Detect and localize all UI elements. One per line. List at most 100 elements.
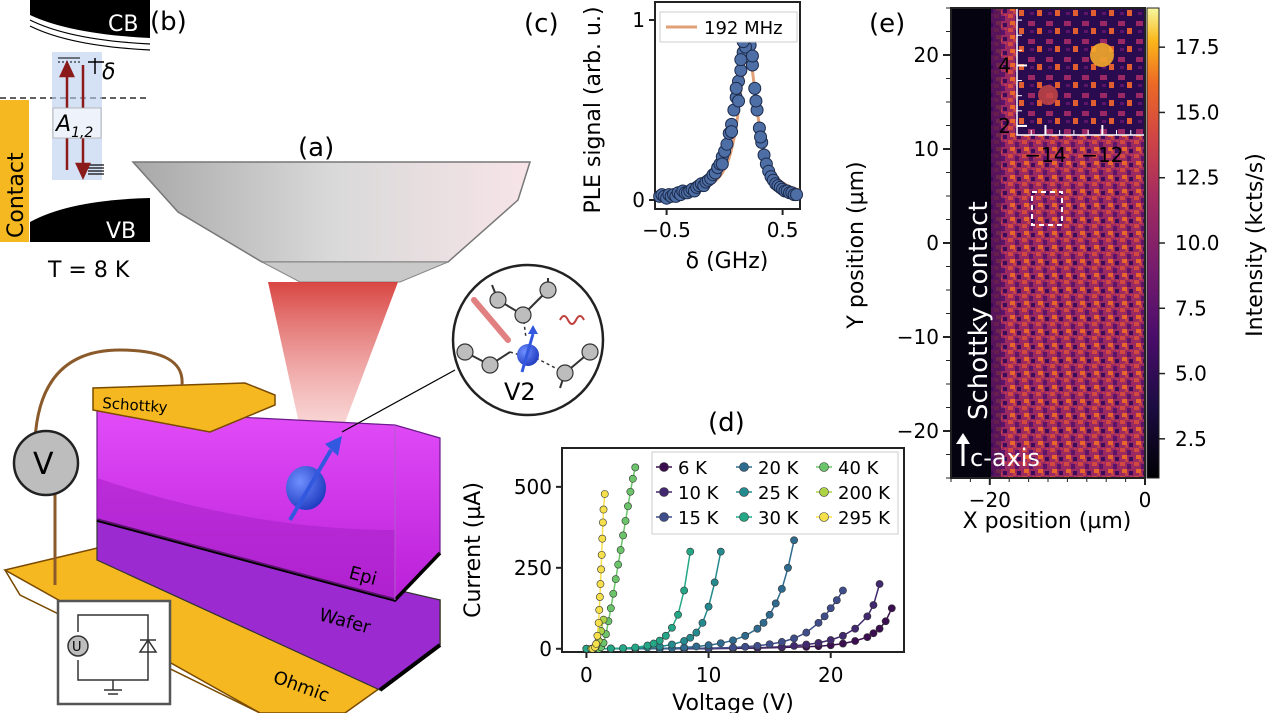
iv-data-point: [777, 638, 786, 646]
iv-data-point: [628, 474, 637, 483]
iv-legend-swatch: [659, 512, 669, 522]
iv-legend-label: 15 K: [678, 508, 720, 529]
iv-xtick-label: 20: [818, 663, 843, 687]
iv-data-point: [753, 641, 762, 650]
map-ytick-label: 10: [914, 137, 939, 161]
device-illustration: (a): [2, 133, 605, 713]
voltmeter-label: V: [33, 447, 54, 482]
iv-data-point: [686, 633, 695, 642]
ple-data-point: [720, 137, 734, 151]
map-inset: [1017, 8, 1145, 135]
iv-data-point: [839, 586, 847, 595]
iv-data-point: [881, 617, 890, 626]
panel-label-b: (b): [150, 7, 187, 37]
iv-ytick-label: 0: [539, 637, 552, 661]
ple-ylabel: PLE signal (arb. u.): [581, 6, 606, 213]
map-ytick-label: −10: [897, 325, 939, 349]
iv-data-point: [686, 547, 695, 556]
map-ytick-label: −20: [897, 419, 939, 443]
iv-series: [594, 463, 640, 653]
iv-data-point: [606, 644, 615, 653]
iv-data-point: [863, 633, 872, 642]
map-xlabel: X position (µm): [963, 509, 1132, 534]
iv-data-point: [614, 560, 623, 569]
ple-legend-label: 192 MHz: [704, 18, 783, 39]
iv-data-point: [729, 636, 737, 645]
iv-data-point: [710, 578, 719, 587]
panel-label-a: (a): [298, 133, 334, 163]
iv-data-point: [668, 640, 676, 649]
iv-data-point: [621, 516, 630, 525]
colorbar-label: Intensity (kcts/s): [1243, 153, 1268, 337]
iv-data-point: [655, 636, 664, 645]
iv-legend-swatch: [739, 462, 749, 472]
iv-data-point: [863, 612, 872, 621]
iv-xtick-label: 0: [580, 663, 593, 687]
iv-legend-label: 25 K: [758, 483, 800, 504]
iv-data-point: [814, 639, 823, 647]
iv-data-point: [616, 546, 625, 554]
c-axis-annotation: c-axis: [970, 444, 1040, 472]
iv-data-point: [875, 624, 884, 633]
iv-data-point: [790, 634, 798, 643]
iv-data-point: [661, 631, 670, 640]
iv-data-point: [851, 637, 860, 645]
iv-data-point: [771, 599, 780, 608]
iv-data-point: [777, 584, 786, 593]
iv-data-point: [594, 618, 603, 627]
map-xtick-label: 0: [1139, 488, 1152, 512]
colorbar-tick-label: 10.0: [1175, 231, 1220, 255]
contact-label: Contact: [4, 152, 29, 238]
ple-data-point: [715, 157, 729, 171]
iv-data-point: [680, 637, 689, 645]
cb-label: CB: [108, 12, 138, 37]
iv-data-point: [609, 589, 618, 598]
iv-series: [588, 490, 609, 653]
ple-data-point: [732, 94, 746, 108]
c-axis-arrow: [956, 433, 970, 466]
iv-data-point: [814, 618, 823, 627]
iv-data-point: [765, 610, 774, 619]
panel-label-d: (d): [708, 408, 745, 438]
colorbar-tick-label: 17.5: [1175, 35, 1220, 59]
vb-label: VB: [106, 219, 136, 244]
ple-data-point: [734, 63, 748, 77]
ple-ytick-label: 0: [632, 188, 645, 212]
laser-beam: [268, 282, 398, 428]
ple-xtick-label: −0.5: [642, 218, 691, 242]
colorbar-tick-label: 7.5: [1175, 296, 1207, 320]
iv-data-point: [599, 505, 608, 514]
iv-legend: [651, 451, 899, 535]
source-label: U: [72, 640, 82, 655]
colorbar-tick-label: 15.0: [1175, 100, 1220, 124]
iv-ytick-label: 500: [514, 475, 552, 499]
iv-data-point: [599, 518, 607, 527]
ple-xlabel: δ (GHz): [686, 249, 769, 274]
inset-ytick-label: 4: [998, 53, 1011, 77]
schottky-contact-annotation: Schottky contact: [964, 201, 994, 420]
iv-legend-label: 10 K: [678, 483, 720, 504]
valence-band: [30, 198, 150, 242]
iv-data-point: [753, 624, 762, 633]
iv-legend-swatch: [819, 487, 829, 497]
iv-data-point: [631, 463, 640, 472]
panel-label-e: (e): [869, 9, 905, 39]
iv-legend-label: 200 K: [838, 483, 891, 504]
inset-region-marker: [1031, 191, 1063, 226]
iv-data-point: [839, 631, 847, 640]
iv-data-point: [619, 644, 627, 653]
iv-data-point: [716, 547, 725, 556]
iv-data-point: [600, 490, 609, 498]
iv-legend-label: 30 K: [758, 508, 800, 529]
iv-data-point: [606, 604, 615, 613]
iv-data-point: [592, 640, 601, 648]
iv-legend-swatch: [819, 512, 829, 522]
map-xtick-label: −20: [969, 488, 1011, 512]
iv-data-point: [826, 636, 835, 644]
ple-ytick-label: 1: [632, 8, 645, 32]
iv-data-point: [765, 640, 774, 649]
iv-data-point: [741, 642, 750, 651]
map-ylabel: Y position (µm): [844, 161, 869, 329]
iv-data-point: [626, 487, 635, 496]
iv-data-point: [790, 641, 798, 650]
